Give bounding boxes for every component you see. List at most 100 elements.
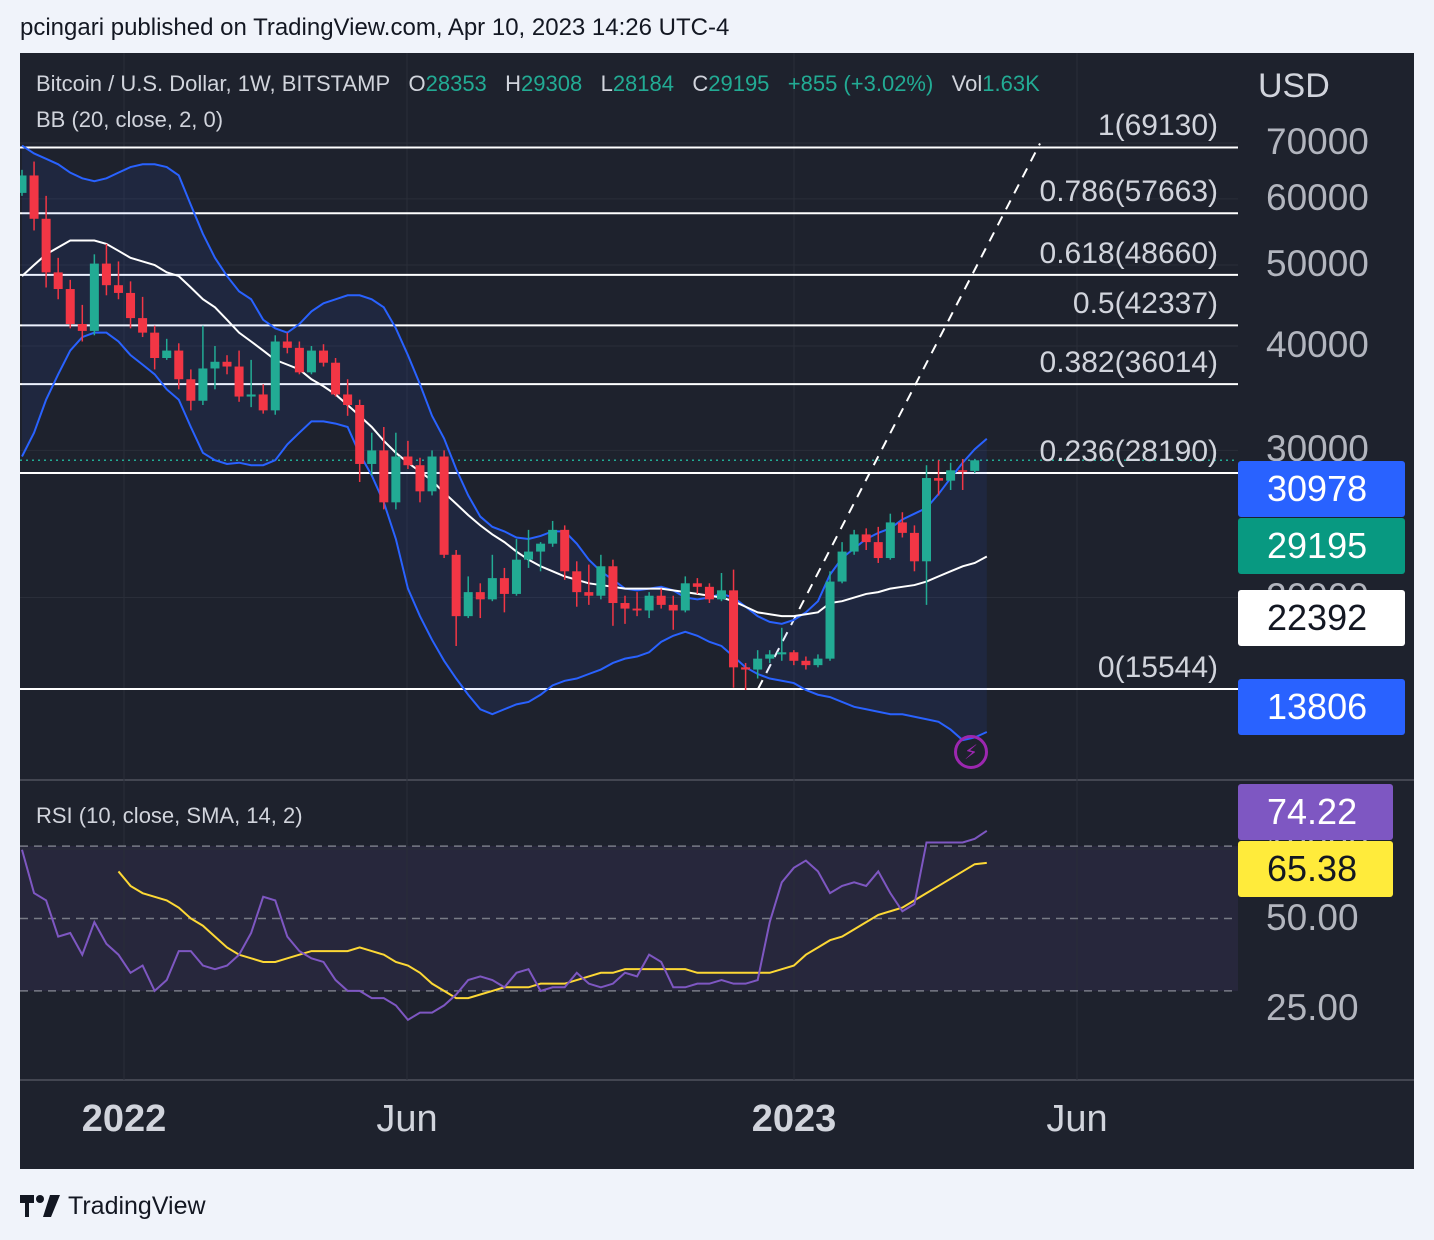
- candle-body: [946, 470, 956, 481]
- candle-body: [668, 604, 678, 611]
- candle: [716, 572, 726, 602]
- candle: [306, 346, 316, 375]
- candle-body: [524, 551, 534, 560]
- fib-level-label: 0.786(57663): [1039, 175, 1218, 209]
- candle-body: [367, 450, 377, 464]
- last-price-tag: 29195: [1238, 518, 1405, 574]
- candle: [499, 567, 509, 613]
- candle-body: [222, 361, 232, 367]
- candle: [89, 254, 99, 336]
- fib-level-label: 0(15544): [1097, 651, 1218, 684]
- candle: [608, 559, 618, 626]
- candle-body: [415, 465, 425, 492]
- candle: [801, 656, 811, 670]
- candle-body: [499, 578, 509, 594]
- candle: [186, 369, 196, 411]
- candle: [126, 281, 136, 329]
- candle-body: [331, 362, 341, 395]
- candle: [729, 569, 739, 688]
- price-and-rsi-chart[interactable]: [20, 53, 1414, 1169]
- candle: [958, 458, 968, 490]
- low-value: 28184: [612, 71, 674, 96]
- fib-level-label: 0.618(48660): [1039, 236, 1218, 270]
- candle-body: [89, 263, 99, 331]
- close-value: 29195: [708, 71, 770, 96]
- candle-body: [849, 534, 859, 552]
- candle: [270, 335, 280, 415]
- time-tick-label: Jun: [1046, 1098, 1108, 1140]
- candle-body: [909, 532, 919, 562]
- candle-body: [427, 456, 437, 492]
- bb-basis-tag: 22392: [1238, 590, 1405, 646]
- rsi-value-tag: 74.22: [1238, 784, 1393, 840]
- open-value: 28353: [425, 71, 487, 96]
- candle: [41, 195, 51, 288]
- price-tick-label: 50000: [1266, 243, 1369, 285]
- candle: [162, 338, 172, 360]
- fib-level-label: 0.382(36014): [1039, 346, 1218, 380]
- candle: [934, 460, 944, 496]
- volume-value: 1.63K: [982, 71, 1040, 96]
- candle-body: [126, 292, 136, 319]
- candle-body: [234, 366, 244, 397]
- fib-level-label: 0.5(42337): [1072, 287, 1218, 321]
- candle-body: [306, 350, 316, 373]
- candle: [113, 261, 123, 300]
- symbol-label[interactable]: Bitcoin / U.S. Dollar, 1W, BITSTAMP: [36, 71, 391, 96]
- lightning-icon[interactable]: ⚡: [954, 735, 988, 769]
- candle-body: [210, 361, 220, 369]
- footer-brand: TradingView: [20, 1190, 206, 1222]
- candle: [439, 450, 449, 559]
- candle-body: [282, 341, 292, 348]
- candle-body: [355, 404, 365, 464]
- candle: [294, 341, 304, 375]
- currency-label[interactable]: USD: [1258, 67, 1330, 105]
- candle: [379, 426, 389, 510]
- candle-body: [692, 583, 702, 587]
- candle-body: [885, 522, 895, 559]
- candle: [367, 432, 377, 476]
- candle: [20, 169, 27, 196]
- close-label: C: [692, 71, 709, 96]
- candle: [873, 526, 883, 563]
- candle: [837, 542, 847, 584]
- candle: [765, 650, 775, 663]
- bb-legend[interactable]: BB (20, close, 2, 0): [36, 107, 224, 132]
- candle: [511, 539, 521, 596]
- candle: [234, 350, 244, 402]
- candle: [572, 561, 582, 607]
- candle: [861, 528, 871, 550]
- candle: [849, 529, 859, 555]
- candle-body: [897, 522, 907, 533]
- candle-body: [813, 658, 823, 666]
- candle-body: [741, 667, 751, 670]
- candle-body: [246, 394, 256, 397]
- high-value: 29308: [521, 71, 583, 96]
- bb-lower-line: [21, 331, 988, 742]
- candle-body: [258, 394, 268, 411]
- chart-panel[interactable]: Bitcoin / U.S. Dollar, 1W, BITSTAMP O283…: [20, 53, 1414, 1169]
- published-caption: pcingari published on TradingView.com, A…: [20, 14, 730, 41]
- rsi-legend[interactable]: RSI (10, close, SMA, 14, 2): [36, 803, 303, 828]
- candle-body: [873, 542, 883, 559]
- candle: [560, 525, 570, 580]
- plot-area: [20, 53, 1238, 1169]
- candle-body: [680, 583, 690, 611]
- fib-trendline: [757, 143, 1041, 690]
- candle-body: [511, 559, 521, 594]
- candle-body: [439, 456, 449, 555]
- candle: [584, 564, 594, 605]
- candle: [29, 161, 39, 231]
- candle-body: [319, 350, 328, 363]
- open-label: O: [408, 71, 426, 96]
- candle: [536, 542, 546, 572]
- candle-body: [837, 551, 847, 582]
- candle: [885, 513, 895, 560]
- candle-body: [620, 603, 630, 609]
- candle: [427, 450, 437, 496]
- candle-body: [379, 450, 389, 503]
- rsi-line: [21, 829, 988, 1022]
- candle: [777, 627, 787, 661]
- candle-body: [958, 470, 968, 472]
- candle: [463, 576, 473, 619]
